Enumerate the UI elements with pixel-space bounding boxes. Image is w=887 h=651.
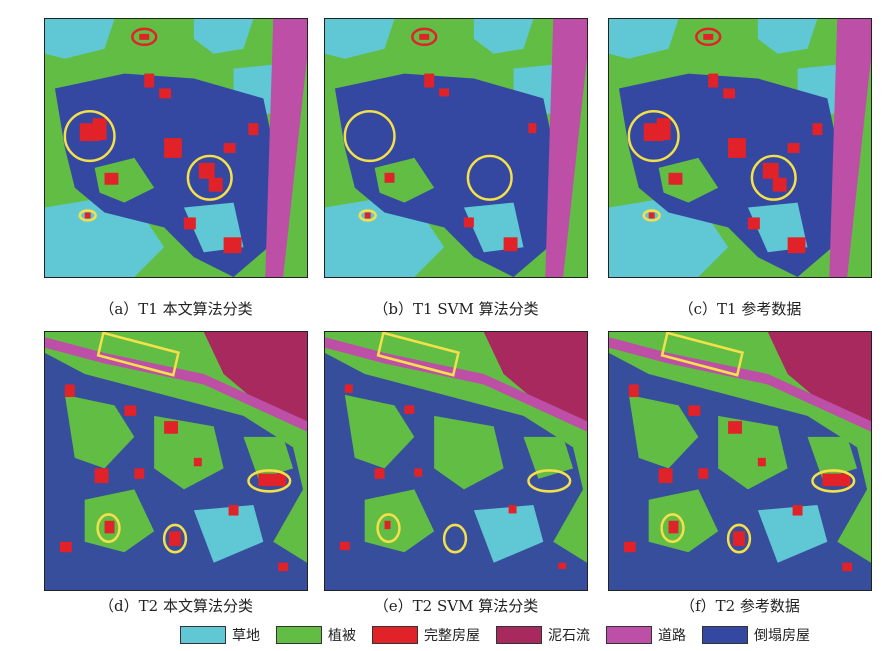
legend-label: 泥石流 bbox=[548, 628, 590, 644]
legend-label: 植被 bbox=[328, 628, 356, 644]
legend-swatch bbox=[496, 626, 542, 644]
legend-item-vegetation: 植被 bbox=[276, 625, 356, 645]
panel-t2-reference bbox=[608, 331, 872, 591]
caption-a: （a）T1 本文算法分类 bbox=[99, 300, 253, 318]
legend-label: 道路 bbox=[658, 628, 686, 644]
caption-e: （e）T2 SVM 算法分类 bbox=[373, 597, 539, 615]
legend-swatch bbox=[372, 626, 418, 644]
legend-swatch bbox=[702, 626, 748, 644]
legend-swatch bbox=[276, 626, 322, 644]
caption-c: （c）T1 参考数据 bbox=[678, 300, 802, 318]
legend: 草地 植被 完整房屋 泥石流 道路 倒塌房屋 bbox=[180, 624, 826, 646]
legend-item-grass: 草地 bbox=[180, 625, 260, 645]
panel-t1-svm bbox=[324, 18, 588, 278]
legend-item-road: 道路 bbox=[606, 625, 686, 645]
legend-item-debris-flow: 泥石流 bbox=[496, 625, 590, 645]
panel-t1-proposed bbox=[44, 18, 308, 278]
legend-item-collapsed-house: 倒塌房屋 bbox=[702, 625, 810, 645]
caption-f: （f）T2 参考数据 bbox=[680, 597, 800, 615]
legend-label: 完整房屋 bbox=[424, 628, 480, 644]
legend-swatch bbox=[606, 626, 652, 644]
map-t1-proposed bbox=[45, 19, 307, 277]
panel-t2-svm bbox=[324, 331, 588, 591]
legend-item-intact-house: 完整房屋 bbox=[372, 625, 480, 645]
map-t1-svm bbox=[325, 19, 587, 277]
panel-t1-reference bbox=[608, 18, 872, 278]
map-t2-reference bbox=[609, 332, 871, 590]
legend-label: 倒塌房屋 bbox=[754, 628, 810, 644]
map-t1-reference bbox=[609, 19, 871, 277]
caption-b: （b）T1 SVM 算法分类 bbox=[373, 300, 539, 318]
legend-label: 草地 bbox=[232, 628, 260, 644]
panel-t2-proposed bbox=[44, 331, 308, 591]
legend-swatch bbox=[180, 626, 226, 644]
caption-d: （d）T2 本文算法分类 bbox=[99, 597, 253, 615]
map-t2-proposed bbox=[45, 332, 307, 590]
map-t2-svm bbox=[325, 332, 587, 590]
